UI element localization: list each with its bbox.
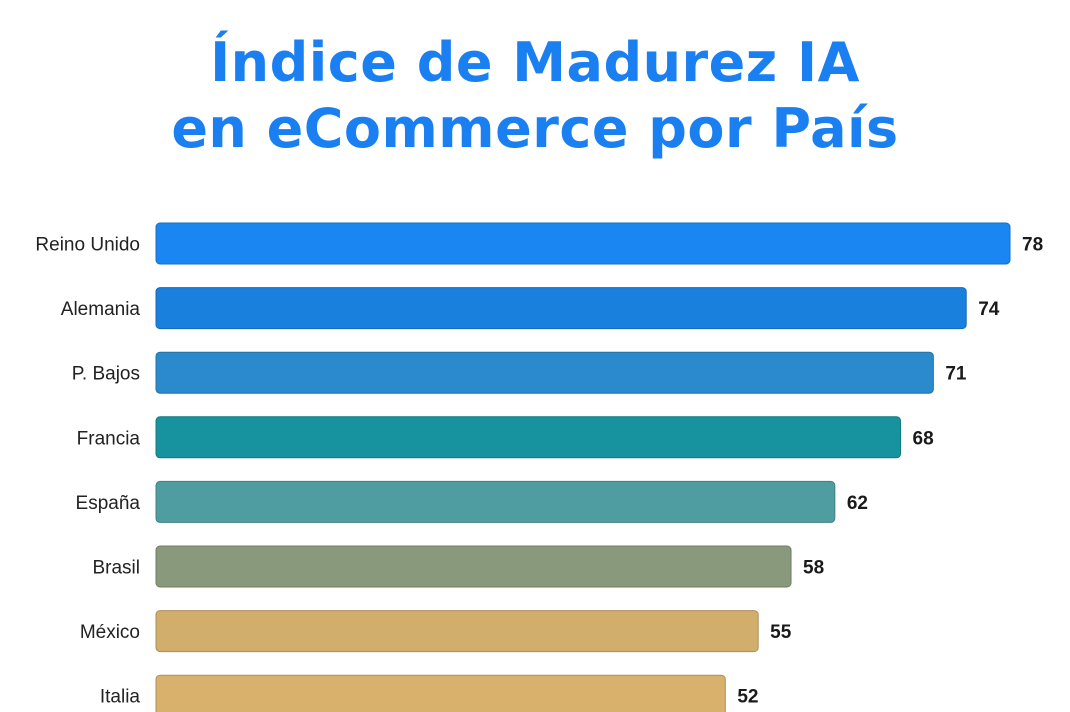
bar — [155, 545, 792, 588]
bars-layer: Reino Unido 78 Alemania 74 P. Bajos 71 Francia… — [35, 222, 1043, 712]
bar-group: P. Bajos 71 — [72, 351, 967, 394]
bar-group: Reino Unido 78 — [35, 222, 1043, 265]
value-label: 74 — [978, 299, 1000, 320]
bar-group: Brasil 58 — [92, 545, 824, 588]
chart-title-line-1: Índice de Madurez IA — [210, 31, 860, 94]
category-label: Italia — [100, 687, 141, 708]
bar — [155, 287, 967, 330]
chart-title: Índice de Madurez IA en eCommerce por Pa… — [0, 30, 1070, 162]
category-label: Reino Unido — [35, 235, 140, 256]
bar — [155, 222, 1011, 265]
category-label: Brasil — [92, 558, 140, 579]
bar — [155, 480, 836, 523]
category-label: P. Bajos — [72, 364, 140, 385]
value-label: 58 — [803, 558, 824, 579]
bar — [155, 610, 759, 653]
bar — [155, 351, 934, 394]
value-label: 55 — [770, 622, 792, 643]
value-label: 62 — [847, 493, 868, 514]
bar-group: Italia 52 — [100, 674, 758, 712]
chart-title-line-2: en eCommerce por País — [171, 97, 899, 160]
bar-group: México 55 — [80, 610, 792, 653]
value-label: 71 — [945, 364, 967, 385]
bar — [155, 674, 726, 712]
bar — [155, 416, 902, 459]
value-label: 78 — [1022, 235, 1043, 256]
category-label: España — [76, 493, 141, 514]
bar-group: España 62 — [76, 480, 868, 523]
category-label: Alemania — [61, 299, 141, 320]
value-label: 68 — [913, 428, 934, 449]
bar-group: Francia 68 — [77, 416, 934, 459]
category-label: Francia — [77, 428, 141, 449]
value-label: 52 — [737, 687, 758, 708]
category-label: México — [80, 622, 140, 643]
bar-group: Alemania 74 — [61, 287, 1000, 330]
